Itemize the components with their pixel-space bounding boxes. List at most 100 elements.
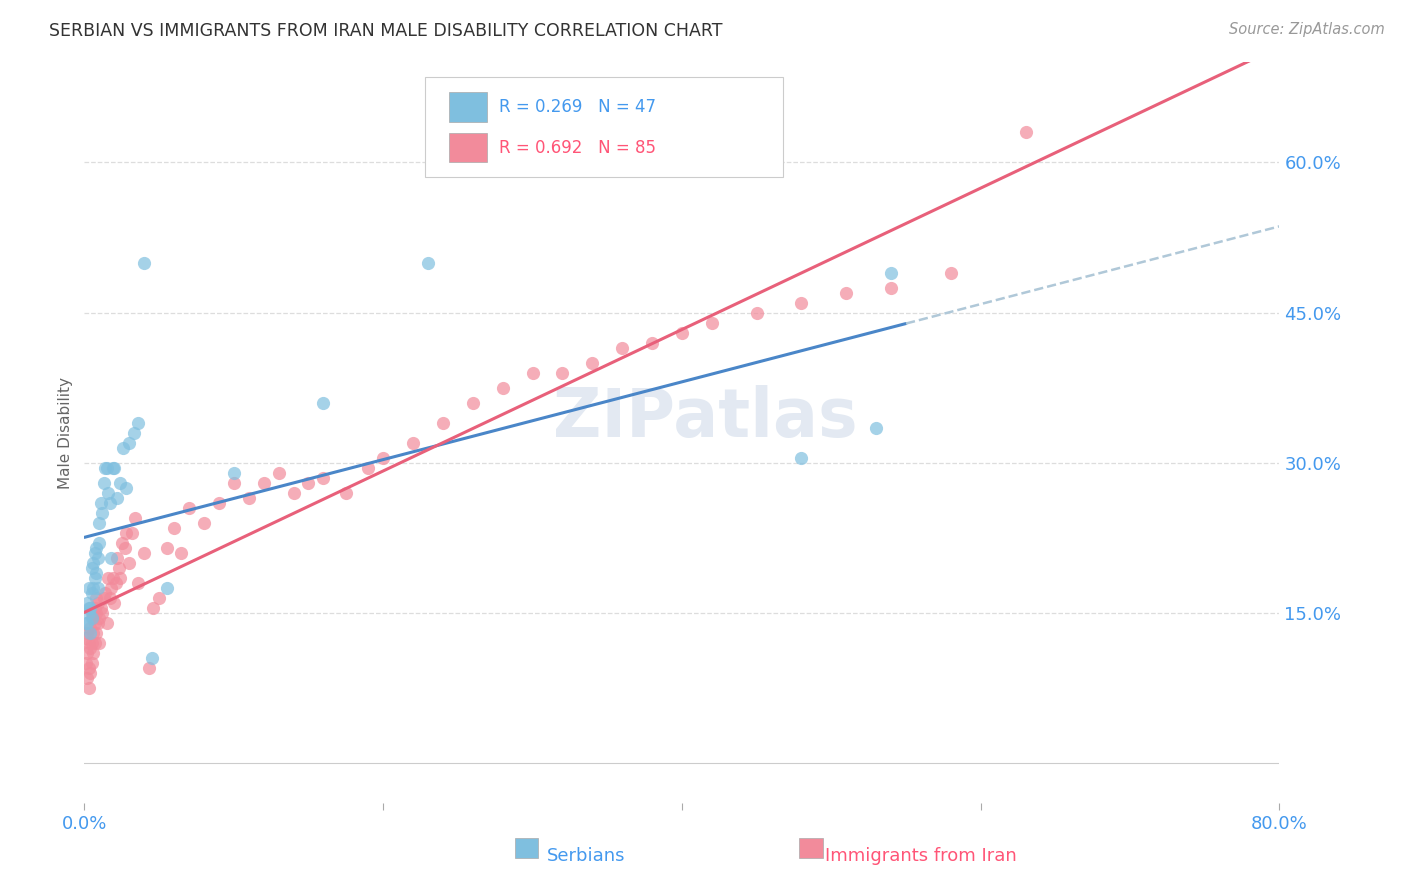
Point (416, 255, 439, 269)
Point (110, 475, 132, 490)
Point (118, 556, 141, 570)
Point (641, 335, 664, 350)
Point (87, 615, 110, 630)
Point (461, 395, 484, 409)
Point (163, 521, 186, 535)
Point (865, 420, 887, 434)
Text: Source: ZipAtlas.com: Source: ZipAtlas.com (1229, 22, 1385, 37)
Point (148, 591, 170, 605)
Point (101, 571, 124, 585)
Point (132, 255, 156, 269)
Point (77, 681, 100, 695)
Point (77, 636, 100, 650)
Point (118, 435, 141, 450)
Point (82, 646, 104, 660)
Point (155, 581, 177, 595)
Point (89, 636, 111, 650)
Point (86, 566, 108, 580)
Point (124, 510, 146, 524)
FancyBboxPatch shape (425, 78, 783, 178)
Point (75, 615, 97, 630)
Point (103, 596, 125, 610)
Point (83, 615, 105, 630)
Point (96, 460, 118, 475)
Point (82, 556, 104, 570)
Point (110, 571, 132, 585)
Point (103, 460, 125, 475)
Point (89, 611, 111, 625)
Point (267, 466, 290, 480)
Point (283, 485, 305, 500)
Point (1014, 126, 1036, 140)
Point (76, 625, 98, 640)
Point (132, 546, 156, 560)
Point (79, 600, 101, 615)
Point (93, 591, 115, 605)
Point (77, 606, 100, 620)
Point (312, 470, 335, 484)
Point (335, 485, 357, 500)
Point (880, 266, 903, 280)
Point (111, 535, 134, 549)
Point (121, 525, 143, 540)
Point (127, 416, 149, 430)
Point (76, 596, 98, 610)
Point (79, 621, 101, 635)
Point (100, 550, 122, 565)
Point (238, 491, 260, 505)
Point (105, 550, 128, 565)
Point (101, 460, 124, 475)
Point (94, 585, 117, 599)
Point (100, 581, 122, 595)
Point (80, 606, 103, 620)
Point (155, 541, 177, 555)
Point (98, 591, 121, 605)
Point (80, 585, 103, 599)
Point (141, 650, 163, 665)
Point (77, 661, 100, 675)
Point (91, 606, 114, 620)
Point (82, 611, 104, 625)
Point (581, 355, 603, 369)
Point (835, 285, 858, 300)
Point (112, 441, 135, 455)
Point (86, 625, 108, 640)
Text: Serbians: Serbians (547, 847, 626, 865)
Point (745, 305, 768, 319)
Point (115, 481, 138, 495)
Point (90, 496, 112, 510)
Point (80, 636, 103, 650)
Point (222, 475, 245, 490)
Point (90, 600, 112, 615)
Point (76, 671, 98, 685)
Point (80, 560, 103, 574)
Point (432, 416, 454, 430)
Point (790, 450, 813, 465)
Point (83, 600, 105, 615)
Point (83, 571, 105, 585)
Point (492, 381, 515, 395)
Point (170, 546, 193, 560)
Point (97, 485, 120, 500)
Point (222, 466, 245, 480)
Point (83, 636, 105, 650)
Point (105, 491, 128, 505)
Point (939, 266, 962, 280)
Point (76, 615, 98, 630)
Point (357, 460, 380, 475)
Point (91, 506, 114, 520)
Point (80, 611, 103, 625)
Point (75, 656, 97, 670)
Point (522, 366, 544, 380)
Point (122, 425, 145, 440)
Point (142, 600, 165, 615)
Point (79, 625, 101, 640)
Point (208, 496, 231, 510)
Text: R = 0.269   N = 47: R = 0.269 N = 47 (499, 98, 657, 116)
Point (551, 366, 574, 380)
Point (97, 571, 120, 585)
Point (86, 541, 108, 555)
Text: R = 0.692   N = 85: R = 0.692 N = 85 (499, 138, 657, 157)
Text: ZIPatlas: ZIPatlas (554, 384, 858, 450)
Point (612, 341, 634, 355)
